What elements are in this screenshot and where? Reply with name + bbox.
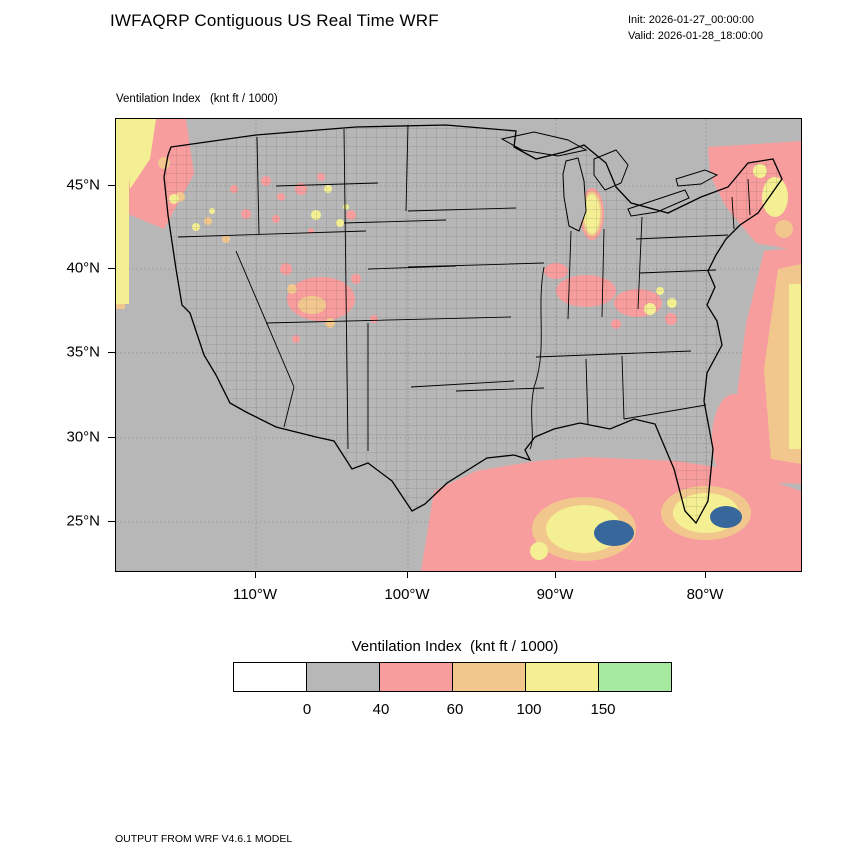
footer-model-info: OUTPUT FROM WRF V4.6.1 MODEL WE = 580 ; …	[115, 804, 528, 850]
y-axis-label: 45°N	[66, 176, 100, 194]
colorbar-tick-label: 0	[302, 701, 312, 718]
y-axis-label: 40°N	[66, 259, 100, 277]
valid-time: Valid: 2026-01-28_18:00:00	[628, 29, 763, 42]
field-label: Ventilation Index (knt ft / 1000)	[116, 93, 278, 105]
x-axis-tick	[705, 571, 706, 578]
great-lakes	[500, 131, 719, 232]
map-canvas	[115, 118, 802, 572]
x-axis-tick	[555, 571, 556, 578]
colorbar-segment	[233, 662, 307, 692]
y-axis-tick	[108, 352, 115, 353]
y-axis-label: 35°N	[66, 343, 100, 361]
us-map-plot	[116, 119, 801, 571]
colorbar-segment	[525, 662, 599, 692]
x-axis-label: 80°W	[686, 586, 724, 603]
colorbar	[233, 662, 672, 692]
x-axis-label: 100°W	[384, 586, 430, 603]
y-axis-label: 30°N	[66, 428, 100, 446]
colorbar-segment	[452, 662, 526, 692]
colorbar-tick-label: 40	[372, 701, 390, 718]
y-axis-tick	[108, 521, 115, 522]
state-borders	[177, 124, 751, 451]
model-times: Init: 2026-01-27_00:00:00 Valid: 2026-01…	[628, 13, 763, 45]
footer-line1: OUTPUT FROM WRF V4.6.1 MODEL	[115, 833, 293, 846]
y-axis-label: 25°N	[66, 512, 100, 530]
x-axis-tick	[407, 571, 408, 578]
init-time: Init: 2026-01-27_00:00:00	[628, 14, 754, 26]
deep-blue-patches	[594, 506, 742, 546]
colorbar-segment	[306, 662, 380, 692]
legend-title: Ventilation Index (knt ft / 1000)	[351, 638, 559, 655]
y-axis-tick	[108, 268, 115, 269]
y-axis-tick	[108, 437, 115, 438]
colorbar-segment	[598, 662, 672, 692]
x-axis-tick	[255, 571, 256, 578]
x-axis-label: 110°W	[232, 586, 278, 603]
colorbar-tick-label: 150	[590, 701, 616, 718]
colorbar-tick-label: 100	[516, 701, 542, 718]
x-axis-label: 90°W	[536, 586, 574, 603]
colorbar-tick-label: 60	[446, 701, 464, 718]
y-axis-tick	[108, 185, 115, 186]
page-title: IWFAQRP Contiguous US Real Time WRF	[110, 11, 439, 30]
colorbar-segment	[379, 662, 453, 692]
